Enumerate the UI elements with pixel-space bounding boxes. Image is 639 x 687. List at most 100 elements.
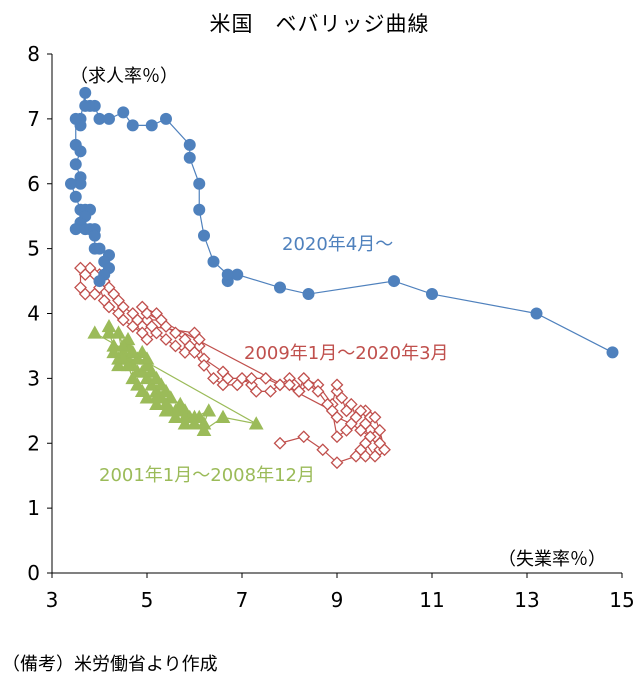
data-point-diamond (145, 320, 159, 333)
data-point-diamond (126, 307, 140, 320)
data-point-circle (274, 281, 286, 294)
y-tick-label: 3 (27, 366, 40, 390)
data-point-diamond (245, 378, 258, 392)
data-point-circle (193, 203, 206, 216)
data-point-circle (69, 112, 82, 125)
data-point-diamond (216, 365, 230, 379)
chart-area: 米国 ベバリッジ曲線 0 1 2 3 4 5 6 7 8 3 5 7 9 11 13 15 （求人率％） （失… (27, 12, 634, 612)
data-point-circle (126, 119, 139, 132)
x-tick-label: 11 (419, 588, 444, 612)
data-point-diamond (178, 333, 192, 346)
x-axis-unit-label: （失業率％） (498, 549, 606, 570)
data-point-triangle (158, 396, 174, 411)
data-point-circle (93, 112, 106, 125)
data-point-diamond (378, 443, 391, 457)
data-point-circle (302, 288, 315, 301)
x-tick-label: 13 (514, 588, 539, 612)
data-point-diamond (230, 378, 244, 392)
beveridge-curve-chart: 0 1 2 3 4 5 6 7 8 3 5 7 9 11 13 15 (27, 42, 634, 612)
data-point-diamond (330, 384, 344, 398)
data-point-triangle (196, 422, 212, 436)
data-point-triangle (120, 357, 136, 372)
data-point-circle (183, 151, 196, 164)
data-point-diamond (78, 287, 92, 301)
data-point-triangle (87, 325, 103, 339)
y-tick-label: 5 (27, 237, 40, 261)
data-point-triangle (149, 370, 164, 385)
data-point-diamond (178, 346, 192, 359)
y-tick-label: 0 (27, 561, 40, 585)
data-point-circle (530, 307, 543, 320)
data-point-diamond (188, 346, 201, 359)
data-point-circle (65, 177, 77, 190)
series-label-2001: 2001年1月～2008年12月 (99, 465, 315, 486)
series-label-2020: 2020年4月～ (282, 234, 394, 255)
data-point-diamond (359, 449, 372, 463)
data-point-triangle (201, 403, 217, 417)
data-point-circle (221, 268, 234, 281)
y-tick-label: 8 (27, 42, 40, 66)
data-point-diamond (330, 456, 344, 470)
source-note: （備考）米労働省より作成 (2, 654, 218, 675)
data-point-circle (426, 288, 438, 301)
data-point-circle (74, 145, 87, 158)
data-point-circle (79, 99, 92, 112)
data-point-diamond (207, 371, 220, 385)
y-tick-label: 7 (27, 107, 40, 131)
data-point-diamond (354, 423, 368, 437)
data-point-circle (388, 275, 400, 288)
x-tick-label: 3 (46, 588, 59, 612)
data-point-diamond (368, 410, 382, 424)
data-point-diamond (325, 404, 339, 418)
data-point-diamond (259, 371, 273, 385)
data-point-circle (198, 229, 210, 242)
data-point-diamond (245, 371, 258, 385)
data-point-triangle (139, 390, 155, 404)
data-point-diamond (197, 358, 211, 372)
data-point-circle (145, 119, 158, 132)
y-tick-label: 2 (27, 431, 40, 455)
x-tick-label: 15 (609, 588, 634, 612)
data-point-triangle (101, 325, 117, 339)
data-point-triangle (168, 409, 183, 423)
data-point-diamond (116, 313, 130, 327)
data-point-diamond (340, 423, 353, 437)
data-point-circle (160, 112, 172, 125)
data-point-triangle (177, 416, 193, 430)
series-label-2009: 2009年1月～2020年3月 (244, 343, 449, 364)
data-point-triangle (139, 351, 155, 365)
data-point-diamond (311, 384, 325, 398)
data-point-circle (193, 177, 206, 190)
data-point-triangle (168, 403, 183, 417)
data-point-circle (606, 346, 619, 359)
data-point-diamond (283, 378, 296, 392)
y-tick-label: 4 (27, 302, 40, 326)
data-point-diamond (135, 300, 149, 314)
data-point-diamond (273, 378, 287, 392)
data-point-triangle (130, 351, 145, 365)
data-point-diamond (354, 404, 368, 418)
data-point-triangle (177, 409, 193, 423)
data-point-circle (183, 138, 196, 151)
data-point-diamond (292, 384, 306, 398)
data-point-triangle (111, 357, 126, 372)
data-point-diamond (340, 404, 353, 418)
data-point-triangle (149, 390, 164, 404)
data-point-circle (88, 229, 101, 242)
data-point-diamond (169, 326, 182, 340)
data-point-diamond (169, 339, 182, 353)
data-point-circle (69, 158, 82, 171)
data-point-diamond (302, 378, 315, 392)
y-tick-label: 6 (27, 172, 40, 196)
data-point-diamond (316, 443, 330, 457)
data-point-diamond (150, 307, 163, 320)
data-point-triangle (248, 416, 264, 430)
data-point-triangle (149, 396, 164, 411)
data-point-diamond (363, 430, 377, 444)
data-point-diamond (330, 378, 344, 392)
data-point-diamond (74, 261, 87, 275)
x-tick-label: 5 (141, 588, 154, 612)
data-point-circle (117, 106, 130, 119)
data-point-diamond (216, 378, 230, 392)
y-tick-label: 1 (27, 496, 40, 520)
